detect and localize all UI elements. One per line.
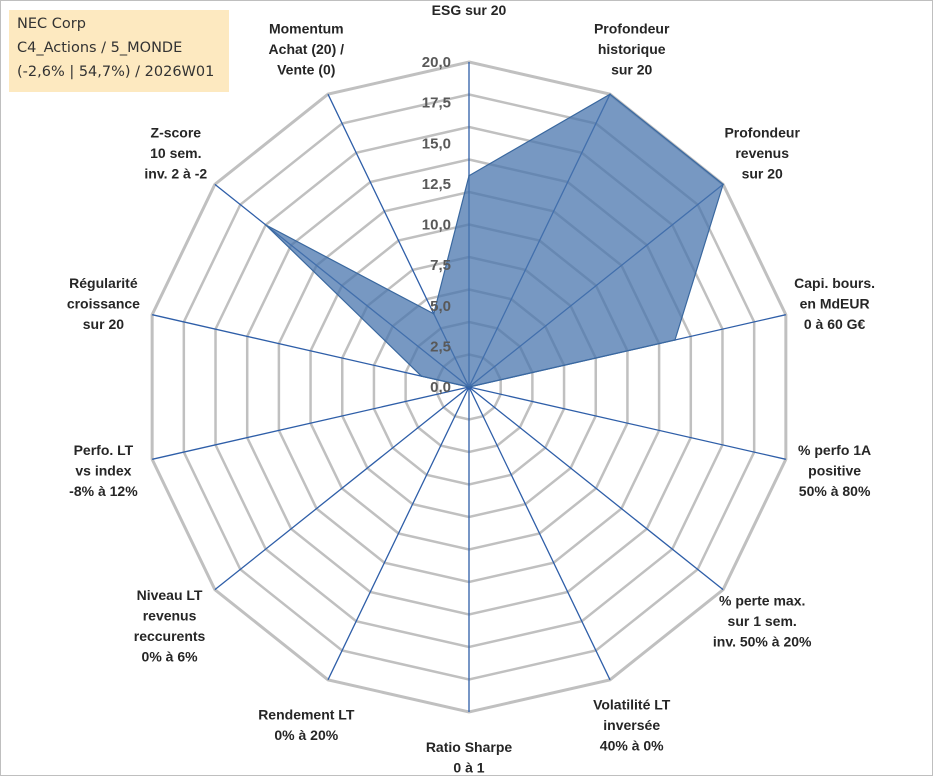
axis-label: Perfo. LT vs index -8% à 12% [69, 442, 138, 499]
data-point [264, 224, 267, 226]
data-point [468, 386, 470, 388]
axis-spoke [214, 386, 470, 591]
data-point [722, 183, 724, 186]
axis-label-line: croissance [67, 296, 140, 312]
series-layer [264, 93, 724, 388]
tick-label: 2,5 [430, 338, 451, 355]
axis-label-line: Capi. bours. [794, 275, 875, 291]
axis-label-line: inv. 2 à -2 [144, 166, 207, 182]
axis-label-line: Achat (20) / [269, 41, 345, 57]
axis-label-line: sur 20 [742, 166, 783, 182]
axis-label-line: en MdEUR [800, 296, 870, 312]
axis-label-line: reccurents [134, 628, 206, 644]
axis-label-line: 0 à 1 [453, 760, 484, 776]
axis-label-line: % perfo 1A [798, 442, 871, 458]
title-category: C4_Actions / 5_MONDE [17, 40, 183, 56]
axis-label-line: Perfo. LT [74, 442, 134, 458]
axis-spoke [468, 386, 724, 591]
axis-spoke [468, 386, 786, 460]
axis-label-line: Ratio Sharpe [426, 739, 513, 755]
axis-label: Profondeur historique sur 20 [594, 21, 670, 78]
axis-label: Rendement LT 0% à 20% [258, 707, 355, 744]
data-point [468, 174, 470, 177]
axis-label-line: Z-score [151, 125, 202, 141]
axis-label-line: Profondeur [594, 21, 670, 37]
axis-label-line: % perte max. [719, 592, 805, 608]
axis-label-line: Vente (0) [277, 62, 335, 78]
axis-label-line: 10 sem. [150, 145, 201, 161]
data-point [432, 313, 435, 315]
axis-label-line: sur 1 sem. [728, 613, 797, 629]
axis-label-line: Rendement LT [258, 707, 355, 723]
axis-label: Régularité croissance sur 20 [67, 275, 140, 332]
axis-label-line: 0 à 60 G€ [804, 316, 866, 332]
data-point [674, 339, 676, 341]
axis-label-line: inv. 50% à 20% [713, 633, 812, 649]
axis-label-line: 50% à 80% [799, 483, 871, 499]
tick-label: 15,0 [422, 135, 451, 152]
axis-label-line: revenus [143, 608, 197, 624]
axis-spoke [152, 386, 470, 460]
axis-label-line: ESG sur 20 [432, 2, 507, 18]
axis-label-line: Niveau LT [137, 587, 203, 603]
axis-label: Momentum Achat (20) / Vente (0) [269, 21, 345, 78]
tick-label: 5,0 [430, 298, 451, 315]
axis-label: Capi. bours. en MdEUR 0 à 60 G€ [794, 275, 875, 332]
axis-label-line: Régularité [69, 275, 138, 291]
axis-label: Profondeur revenus sur 20 [724, 125, 800, 182]
data-point [609, 93, 611, 95]
tick-label: 12,5 [422, 176, 451, 193]
label-layer: NoteESG sur 20 Profondeur historique sur 20… [67, 0, 875, 776]
tick-label: 17,5 [422, 95, 451, 112]
axis-label-line: revenus [735, 145, 789, 161]
series-area [265, 93, 724, 388]
axis-label-line: historique [598, 41, 666, 57]
tick-label: 20,0 [422, 54, 451, 71]
axis-label: NoteESG sur 20 [432, 0, 507, 18]
axis-label-line: 0% à 6% [142, 649, 199, 665]
axis-label-line: Profondeur [724, 125, 800, 141]
axis-label-line: Volatilité LT [593, 696, 671, 712]
tick-layer: 0,0 2,5 5,0 7,5 10,0 12,5 15,0 17,5 20,0 [422, 54, 451, 396]
axis-label-line: 40% à 0% [600, 737, 664, 753]
axis-spoke [327, 386, 470, 681]
tick-label: 7,5 [430, 257, 451, 274]
axis-label-line: inversée [603, 717, 660, 733]
tick-label: 0,0 [430, 379, 451, 396]
tick-label: 10,0 [422, 217, 451, 234]
axis-label-line: sur 20 [611, 62, 652, 78]
chart-title-box: NEC Corp C4_Actions / 5_MONDE (-2,6% | 5… [9, 10, 229, 92]
title-period: (-2,6% | 54,7%) / 2026W01 [17, 64, 215, 80]
axis-label: Volatilité LT inversée 40% à 0% [593, 696, 671, 753]
axis-label-line: -8% à 12% [69, 483, 138, 499]
data-point [420, 375, 423, 377]
axis-label: Niveau LT revenus reccurents 0% à 6% [134, 587, 206, 665]
axis-label-line: sur 20 [83, 316, 124, 332]
axis-label-line: 0% à 20% [274, 727, 338, 743]
axis-label-line: vs index [75, 462, 131, 478]
axis-label: % perte max. sur 1 sem. inv. 50% à 20% [713, 592, 812, 649]
axis-spoke [152, 314, 470, 388]
title-company: NEC Corp [17, 16, 86, 32]
axis-label: % perfo 1A positive 50% à 80% [798, 442, 871, 499]
axis-label: Ratio Sharpe 0 à 1 [426, 739, 513, 776]
axis-spoke [468, 386, 611, 681]
axis-label-line: positive [808, 462, 861, 478]
axis-label: Z-score 10 sem. inv. 2 à -2 [144, 125, 207, 182]
axis-label-line: Momentum [269, 21, 344, 37]
